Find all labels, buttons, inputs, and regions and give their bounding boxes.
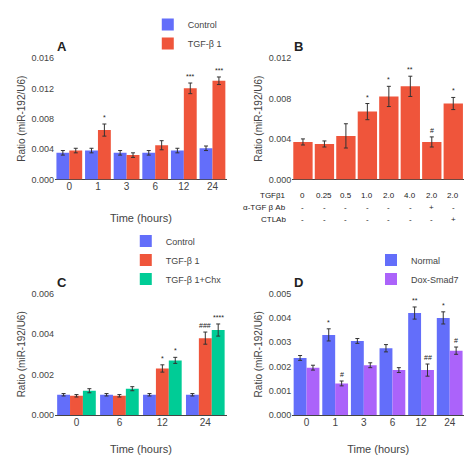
svg-text:0.25: 0.25 bbox=[316, 191, 332, 200]
svg-text:Dox-Smad7: Dox-Smad7 bbox=[411, 275, 459, 285]
svg-text:0: 0 bbox=[67, 181, 73, 192]
svg-text:A: A bbox=[57, 39, 67, 54]
svg-text:-: - bbox=[301, 215, 304, 224]
svg-text:12: 12 bbox=[415, 417, 427, 428]
svg-text:0.000: 0.000 bbox=[31, 175, 54, 185]
svg-text:0.008: 0.008 bbox=[269, 94, 292, 104]
svg-text:0.000: 0.000 bbox=[31, 410, 54, 420]
svg-text:*: * bbox=[327, 319, 330, 326]
svg-text:TGF-β 1+Chx: TGF-β 1+Chx bbox=[166, 275, 221, 285]
svg-text:*: * bbox=[161, 355, 164, 362]
svg-text:2.0: 2.0 bbox=[426, 191, 438, 200]
svg-text:-: - bbox=[387, 215, 390, 224]
svg-text:2.0: 2.0 bbox=[383, 191, 395, 200]
svg-text:**: ** bbox=[412, 297, 418, 304]
svg-text:-: - bbox=[409, 203, 412, 212]
svg-text:0.004: 0.004 bbox=[269, 134, 292, 144]
svg-text:Control: Control bbox=[188, 20, 217, 30]
svg-text:6: 6 bbox=[390, 417, 396, 428]
svg-text:1.0: 1.0 bbox=[361, 191, 373, 200]
svg-text:B: B bbox=[294, 39, 303, 54]
svg-text:***: *** bbox=[186, 73, 194, 80]
svg-text:-: - bbox=[409, 215, 412, 224]
svg-text:Ratio (miR-192/U6): Ratio (miR-192/U6) bbox=[253, 311, 264, 397]
svg-text:Ratio (miR-192/U6): Ratio (miR-192/U6) bbox=[16, 76, 27, 162]
svg-text:+: + bbox=[429, 203, 434, 212]
svg-text:0.002: 0.002 bbox=[269, 362, 292, 372]
svg-text:0.008: 0.008 bbox=[31, 114, 54, 124]
svg-text:24: 24 bbox=[207, 181, 219, 192]
svg-text:3: 3 bbox=[361, 417, 367, 428]
svg-text:-: - bbox=[366, 203, 369, 212]
svg-text:Ratio (miR-192/U6): Ratio (miR-192/U6) bbox=[253, 76, 264, 162]
svg-text:TGFβ1: TGFβ1 bbox=[260, 191, 286, 200]
svg-text:**: ** bbox=[407, 66, 413, 73]
svg-text:6: 6 bbox=[117, 417, 123, 428]
svg-text:-: - bbox=[323, 203, 326, 212]
svg-text:TGF-β 1: TGF-β 1 bbox=[188, 39, 222, 49]
svg-text:-: - bbox=[452, 203, 455, 212]
svg-text:0: 0 bbox=[304, 417, 310, 428]
svg-text:Time (hours): Time (hours) bbox=[110, 212, 172, 224]
svg-text:24: 24 bbox=[200, 417, 212, 428]
svg-text:Time (hours): Time (hours) bbox=[347, 443, 409, 455]
svg-text:12: 12 bbox=[157, 417, 169, 428]
svg-text:*: * bbox=[103, 114, 106, 121]
svg-text:0.000: 0.000 bbox=[269, 410, 292, 420]
svg-text:0.004: 0.004 bbox=[31, 144, 54, 154]
svg-text:-: - bbox=[323, 215, 326, 224]
svg-text:0.003: 0.003 bbox=[269, 337, 292, 347]
svg-text:0: 0 bbox=[74, 417, 80, 428]
svg-text:*: * bbox=[174, 347, 177, 354]
svg-text:-: - bbox=[387, 203, 390, 212]
svg-text:###: ### bbox=[199, 322, 211, 329]
svg-text:0.012: 0.012 bbox=[269, 53, 292, 63]
svg-text:0.5: 0.5 bbox=[340, 191, 352, 200]
svg-text:+: + bbox=[451, 215, 456, 224]
svg-text:#: # bbox=[454, 337, 458, 344]
svg-text:Ratio (miR-192/U6): Ratio (miR-192/U6) bbox=[16, 311, 27, 397]
svg-text:0.016: 0.016 bbox=[31, 53, 54, 63]
svg-text:-: - bbox=[344, 203, 347, 212]
svg-text:α-TGF β Ab: α-TGF β Ab bbox=[243, 203, 286, 212]
svg-text:4.0: 4.0 bbox=[404, 191, 416, 200]
svg-text:0.012: 0.012 bbox=[31, 84, 54, 94]
svg-text:-: - bbox=[430, 215, 433, 224]
svg-text:##: ## bbox=[424, 354, 432, 361]
svg-text:0.004: 0.004 bbox=[31, 329, 54, 339]
svg-text:*: * bbox=[387, 76, 390, 83]
svg-text:3: 3 bbox=[124, 181, 130, 192]
svg-text:1: 1 bbox=[332, 417, 338, 428]
svg-text:TGF-β 1: TGF-β 1 bbox=[166, 256, 200, 266]
svg-text:0.006: 0.006 bbox=[31, 289, 54, 299]
svg-text:2.0: 2.0 bbox=[447, 191, 459, 200]
svg-text:-: - bbox=[366, 215, 369, 224]
svg-text:Normal: Normal bbox=[411, 256, 440, 266]
svg-text:#: # bbox=[340, 371, 344, 378]
svg-text:0.005: 0.005 bbox=[269, 289, 292, 299]
svg-text:*: * bbox=[452, 87, 455, 94]
svg-text:0.004: 0.004 bbox=[269, 313, 292, 323]
svg-text:C: C bbox=[57, 275, 67, 290]
svg-text:0: 0 bbox=[300, 191, 305, 200]
svg-text:D: D bbox=[294, 275, 303, 290]
svg-text:6: 6 bbox=[152, 181, 158, 192]
svg-text:24: 24 bbox=[444, 417, 456, 428]
svg-text:-: - bbox=[301, 203, 304, 212]
svg-text:0.000: 0.000 bbox=[269, 175, 292, 185]
svg-text:0.001: 0.001 bbox=[269, 386, 292, 396]
svg-text:Time (hours): Time (hours) bbox=[110, 443, 172, 455]
svg-text:#: # bbox=[430, 127, 434, 134]
svg-text:***: *** bbox=[215, 67, 223, 74]
svg-text:*: * bbox=[366, 94, 369, 101]
svg-text:0.002: 0.002 bbox=[31, 370, 54, 380]
svg-text:CTLAb: CTLAb bbox=[261, 215, 286, 224]
svg-text:12: 12 bbox=[178, 181, 190, 192]
svg-text:*: * bbox=[442, 302, 445, 309]
svg-text:-: - bbox=[344, 215, 347, 224]
svg-text:****: **** bbox=[213, 314, 224, 321]
svg-text:1: 1 bbox=[95, 181, 101, 192]
svg-text:Control: Control bbox=[166, 237, 195, 247]
